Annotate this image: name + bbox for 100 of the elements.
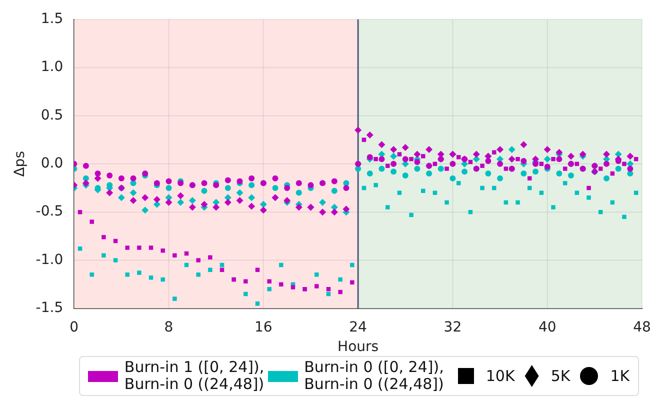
point	[248, 182, 255, 188]
point	[627, 166, 634, 172]
point	[397, 152, 402, 156]
x-tick-label: 0	[70, 319, 79, 336]
y-tick-label: -1.5	[36, 300, 64, 316]
point	[444, 200, 449, 205]
point	[260, 200, 267, 208]
point	[208, 268, 212, 272]
point	[386, 205, 390, 210]
point	[142, 194, 149, 202]
point	[562, 166, 568, 171]
point	[248, 202, 256, 210]
point	[508, 146, 516, 153]
point	[409, 156, 414, 162]
point	[390, 160, 397, 167]
point	[598, 166, 603, 171]
point	[354, 126, 362, 134]
point	[314, 284, 319, 288]
point	[106, 172, 113, 178]
point	[516, 156, 520, 162]
point	[527, 176, 532, 180]
point	[485, 170, 492, 177]
legend-label: Burn-in 0 ([0, 24]), Burn-in 0 ((24,48])	[304, 358, 444, 393]
point	[520, 170, 527, 177]
point	[539, 190, 544, 195]
point	[390, 152, 398, 160]
point	[374, 156, 378, 162]
y-tick-label: -1.0	[36, 252, 64, 268]
x-tick-label: 32	[444, 319, 462, 336]
point	[130, 175, 136, 182]
point	[130, 189, 137, 196]
point	[113, 258, 118, 262]
point	[137, 246, 142, 250]
point	[153, 200, 160, 208]
x-tick-label: 16	[254, 319, 272, 336]
point	[366, 154, 373, 160]
point	[497, 175, 504, 182]
point	[208, 255, 212, 260]
point	[106, 189, 114, 196]
point	[326, 287, 331, 292]
point	[177, 192, 184, 200]
point	[462, 168, 468, 175]
point	[366, 132, 374, 138]
point	[284, 184, 290, 191]
point	[586, 186, 591, 190]
point	[562, 181, 568, 186]
point	[402, 156, 408, 162]
y-tick-label: -0.5	[36, 204, 64, 220]
y-tick-label: 0.5	[40, 107, 64, 124]
y-tick-label: 1.0	[40, 59, 64, 76]
point	[508, 156, 516, 163]
point	[125, 272, 130, 277]
text: 10K	[486, 366, 515, 384]
point	[603, 150, 610, 158]
point	[78, 246, 82, 251]
point	[520, 158, 527, 164]
point	[532, 160, 539, 167]
point	[260, 206, 267, 214]
point	[188, 197, 196, 204]
point	[551, 205, 556, 210]
point	[480, 186, 484, 190]
point	[125, 246, 130, 250]
point	[414, 150, 421, 158]
x-tick-label: 24	[349, 319, 368, 336]
point	[118, 194, 125, 202]
point	[426, 146, 433, 153]
point	[244, 279, 248, 284]
x-tick-label: 40	[538, 319, 556, 336]
point	[267, 287, 272, 292]
point	[574, 190, 580, 195]
point	[504, 166, 508, 171]
point	[414, 166, 420, 172]
point	[153, 196, 160, 204]
point	[556, 156, 562, 162]
point	[438, 166, 444, 172]
point	[90, 272, 94, 277]
point	[196, 258, 200, 262]
point	[166, 184, 172, 191]
legend-label: Burn-in 1 ([0, 24]), Burn-in 0 ((24,48])	[124, 358, 264, 393]
point	[456, 181, 461, 186]
point	[319, 198, 326, 206]
point	[272, 184, 278, 191]
point	[414, 158, 420, 165]
point	[366, 170, 373, 177]
x-tick-label: 48	[633, 319, 651, 336]
point	[212, 204, 220, 211]
point	[390, 146, 398, 153]
point	[586, 195, 591, 200]
point	[160, 277, 165, 282]
point	[177, 198, 184, 206]
point	[551, 156, 556, 162]
point	[338, 290, 342, 294]
point	[279, 282, 284, 286]
point	[402, 144, 409, 152]
point	[255, 268, 260, 272]
point	[390, 168, 397, 175]
point	[450, 160, 456, 167]
point	[148, 246, 154, 250]
point	[331, 178, 338, 184]
point	[432, 190, 438, 195]
